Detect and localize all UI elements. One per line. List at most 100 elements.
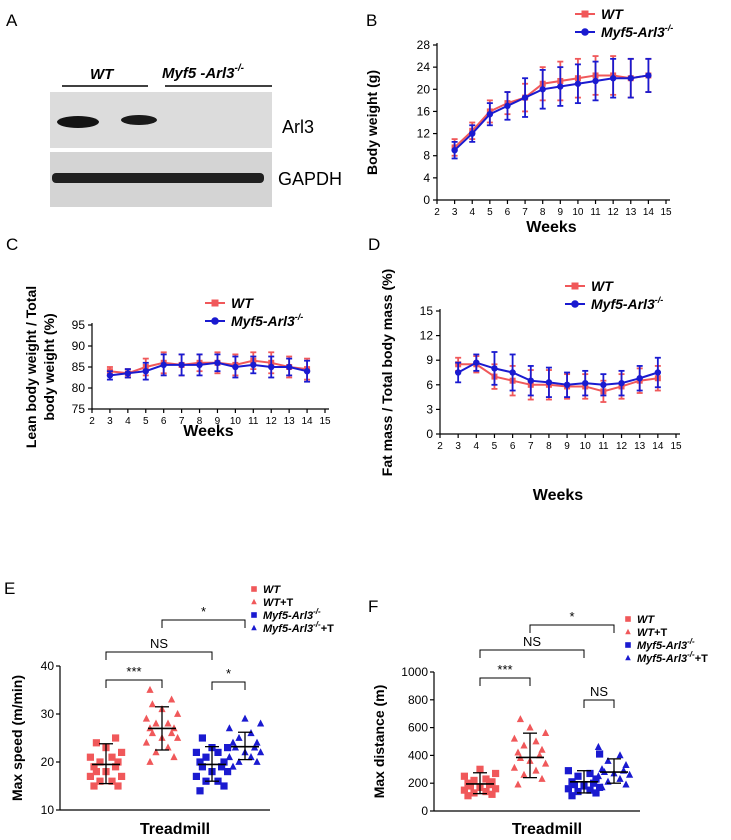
significance-bracket: NS [583,684,615,708]
y-axis-label: Max speed (m/min) [9,675,25,801]
data-point [214,748,222,756]
data-point [482,787,490,796]
legend-marker [251,612,257,618]
data-point [616,774,624,782]
bracket-line [479,677,531,686]
significance-label: * [569,609,574,624]
series-ko [454,351,662,399]
chart-max-distance: 0 200 400 600 800 1000 Treadmill Max distance (… [371,609,708,838]
data-point [594,742,602,750]
group-2 [192,734,232,795]
data-point [253,738,261,746]
legend-marker [625,616,631,622]
x-axis-label: Weeks [533,487,584,504]
y-tick-label: 9 [426,353,433,367]
x-tick-label: 2 [437,441,443,452]
y-axis-label: Lean body weight / Total [23,286,39,448]
y-axis-label: Body weight (g) [364,70,380,175]
bracket-line [105,651,213,660]
x-tick-label: 7 [179,416,185,427]
data-point [514,780,522,788]
series-line [458,363,658,393]
series-wt [455,355,661,403]
x-tick-label: 7 [528,441,534,452]
data-point [92,768,100,776]
data-point [257,748,265,756]
x-tick-label: 6 [510,441,516,452]
x-tick-label: 6 [161,416,167,427]
data-point [596,750,604,758]
gapdh-band [52,173,264,183]
x-axis-label: Weeks [526,219,577,236]
data-point [590,779,598,787]
data-point [618,379,625,387]
significance-bracket: * [529,609,615,633]
data-point [114,758,122,766]
bracket-line [161,619,246,628]
data-point [460,786,468,794]
significance-label: NS [590,684,608,699]
y-tick-label: 90 [72,339,86,353]
data-point [225,724,233,732]
y-tick-label: 75 [72,402,86,416]
data-point [112,763,120,771]
data-point [627,75,634,82]
data-point [596,783,604,791]
legend-label-wt: WT [601,6,624,22]
y-tick-label: 12 [417,127,431,141]
legend-label: WT [263,584,281,596]
data-point [538,745,546,753]
significance-bracket: NS [105,636,213,660]
data-point [510,763,518,771]
x-tick-label: 11 [248,416,259,427]
x-tick-label: 14 [652,441,664,452]
data-point [509,369,516,376]
data-point [220,782,228,790]
data-point [592,77,599,85]
bracket-line [479,649,585,658]
data-point [225,753,233,761]
significance-label: * [226,666,231,681]
x-tick-label: 9 [215,416,221,427]
data-point [192,748,200,756]
western-blot-panel: WT Myf5 -Arl3-/- Arl3 GAPDH [50,63,342,207]
y-tick-label: 40 [41,659,55,673]
data-point [622,760,630,769]
data-point [152,719,160,727]
y-tick-label: 3 [426,402,433,416]
significance-bracket: *** [479,662,531,686]
data-point [148,729,156,737]
data-point [164,719,172,727]
data-point [241,714,249,722]
y-axis-label: body weight (%) [41,313,57,420]
y-tick-label: 24 [417,60,431,74]
y-tick-label: 30 [41,707,55,721]
data-point [539,86,546,93]
data-point [148,700,156,708]
legend-label-wt: WT [591,278,614,294]
legend-marker [625,628,631,635]
data-point [636,375,643,382]
data-point [178,361,185,369]
x-tick-label: 15 [319,416,331,427]
legend-marker [625,654,631,661]
x-tick-label: 10 [230,416,242,427]
x-tick-label: 2 [89,416,95,427]
data-point [574,787,582,796]
data-point [224,768,232,776]
group-1 [510,715,550,788]
y-tick-label: 200 [408,776,428,790]
legend-marker-ko [581,28,589,36]
y-tick-label: 0 [421,804,428,818]
blot-group-ko: Myf5 -Arl3-/- [162,63,245,82]
data-point [557,83,564,90]
significance-label: NS [150,636,168,651]
group-0 [460,765,500,800]
bracket-line [529,624,615,633]
y-tick-label: 0 [423,193,430,207]
group-3 [225,714,265,770]
legend-marker-wt [581,10,589,18]
